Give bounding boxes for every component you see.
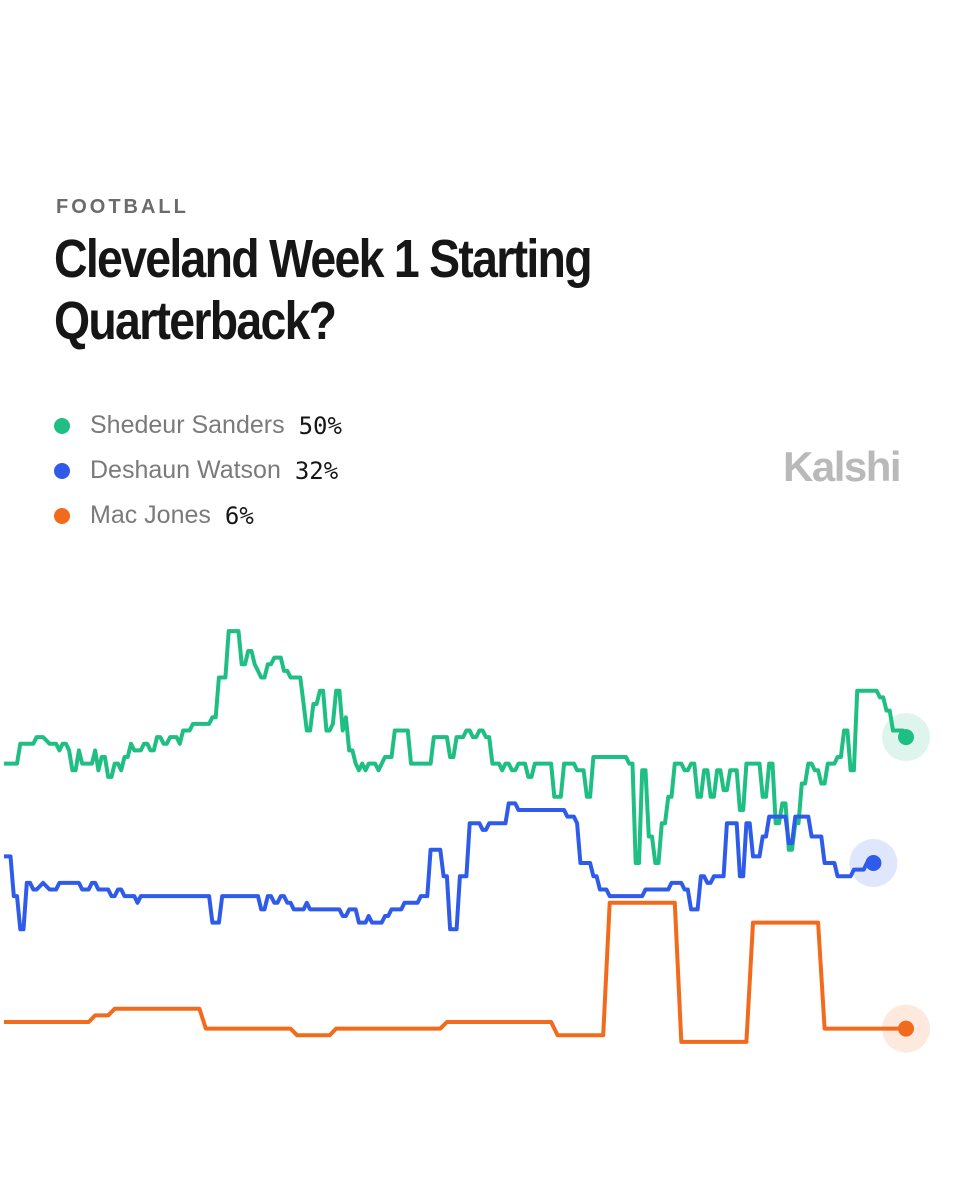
legend-dot-jones bbox=[54, 507, 70, 524]
kalshi-logo: Kalshi bbox=[783, 443, 902, 490]
legend-value-watson: 32% bbox=[294, 456, 339, 485]
chart-title: Cleveland Week 1 Starting Quarterback? bbox=[54, 229, 593, 351]
category-label: FOOTBALL bbox=[56, 196, 189, 218]
endpoint-dot-shedeur-sanders bbox=[898, 729, 914, 746]
legend-item-watson: Deshaun Watson 32% bbox=[54, 448, 342, 493]
legend-item-jones: Mac Jones 6% bbox=[54, 493, 342, 538]
endpoint-dot-mac-jones bbox=[898, 1020, 914, 1037]
legend-name-sanders: Shedeur Sanders bbox=[90, 411, 285, 439]
endpoint-dot-deshaun-watson bbox=[865, 855, 882, 871]
legend-value-sanders: 50% bbox=[298, 411, 342, 440]
legend: Shedeur Sanders 50% Deshaun Watson 32% M… bbox=[54, 403, 342, 538]
legend-dot-sanders bbox=[54, 417, 70, 434]
legend-dot-watson bbox=[54, 462, 70, 479]
legend-value-jones: 6% bbox=[224, 501, 254, 530]
legend-name-watson: Deshaun Watson bbox=[90, 456, 281, 484]
legend-item-sanders: Shedeur Sanders 50% bbox=[54, 403, 342, 448]
series-line-shedeur-sanders bbox=[4, 629, 908, 865]
series-line-mac-jones bbox=[4, 900, 906, 1044]
series-line-deshaun-watson bbox=[4, 801, 874, 932]
legend-name-jones: Mac Jones bbox=[90, 501, 211, 529]
